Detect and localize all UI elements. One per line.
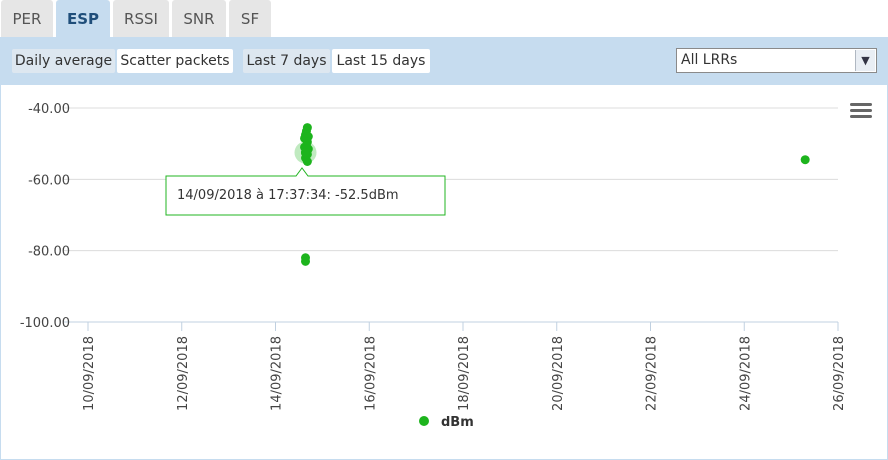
x-tick-label: 10/09/2018 xyxy=(82,336,97,411)
chart-legend[interactable]: dBm xyxy=(419,415,474,430)
data-point[interactable] xyxy=(302,157,312,166)
y-tick-label: -60.00 xyxy=(28,173,70,188)
tab-per[interactable]: PER xyxy=(1,0,53,38)
x-tick-label: 26/09/2018 xyxy=(832,336,847,411)
x-tick-label: 18/09/2018 xyxy=(457,336,472,411)
scatter-packets-button[interactable]: Scatter packets xyxy=(117,49,233,73)
hover-point[interactable] xyxy=(301,148,310,158)
daily-average-button[interactable]: Daily average xyxy=(12,49,115,73)
tab-bar: PER ESP RSSI SNR SF xyxy=(0,0,888,38)
tab-rssi[interactable]: RSSI xyxy=(113,0,169,38)
y-tick-label: -80.00 xyxy=(28,245,70,260)
x-tick-label: 16/09/2018 xyxy=(363,336,378,411)
x-tick-label: 24/09/2018 xyxy=(738,336,753,411)
tooltip-box xyxy=(165,167,446,216)
last-15-days-button[interactable]: Last 15 days xyxy=(332,49,430,73)
tab-esp[interactable]: ESP xyxy=(56,0,110,38)
tooltip-text: 14/09/2018 à 17:37:34: -52.5dBm xyxy=(177,188,399,203)
x-tick-label: 20/09/2018 xyxy=(551,336,566,411)
y-tick-label: -40.00 xyxy=(28,102,70,117)
chart-toolbar: Daily average Scatter packets Last 7 day… xyxy=(1,38,887,85)
data-point[interactable] xyxy=(800,155,810,165)
legend-label: dBm xyxy=(441,415,474,430)
x-tick-label: 12/09/2018 xyxy=(176,336,191,411)
x-tick-label: 14/09/2018 xyxy=(270,336,285,411)
last-7-days-button[interactable]: Last 7 days xyxy=(243,49,330,73)
tab-sf[interactable]: SF xyxy=(229,0,271,38)
lrr-select-value: All LRRs xyxy=(681,52,738,68)
y-tick-label: -100.00 xyxy=(20,316,70,331)
x-tick-label: 22/09/2018 xyxy=(645,336,660,411)
data-point[interactable] xyxy=(301,256,310,266)
lrr-select[interactable]: All LRRs ▼ xyxy=(676,48,877,73)
legend-marker xyxy=(419,416,429,426)
tooltip: 14/09/2018 à 17:37:34: -52.5dBm xyxy=(165,167,446,216)
chevron-down-icon[interactable]: ▼ xyxy=(855,50,875,71)
tab-snr[interactable]: SNR xyxy=(172,0,226,38)
hamburger-menu-icon[interactable] xyxy=(850,103,872,118)
